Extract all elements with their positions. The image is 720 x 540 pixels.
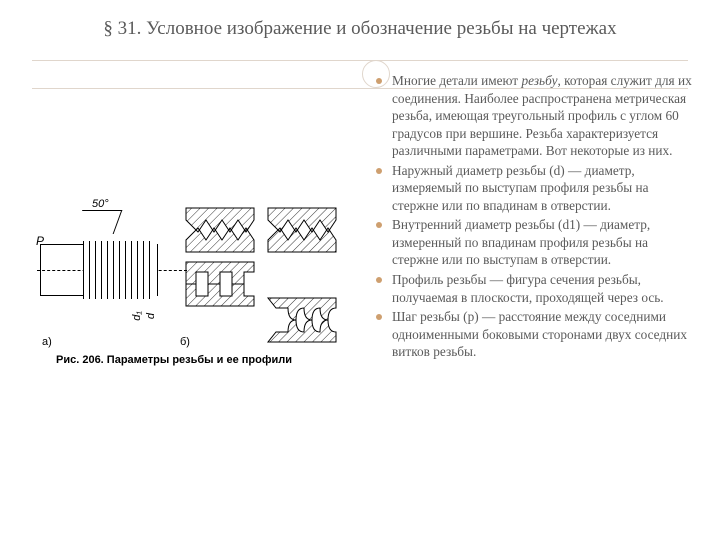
page-title: § 31. Условное изображение и обозначение… xyxy=(0,0,720,54)
page: { "title": "§ 31. Условное изображение и… xyxy=(0,0,720,540)
label-d: d xyxy=(145,313,157,319)
thread-zone xyxy=(83,243,157,297)
content-columns: P 50° xyxy=(0,72,720,540)
profile-svg xyxy=(176,198,346,348)
subfigure-a: P 50° xyxy=(36,198,166,348)
caption-a: а) xyxy=(42,336,52,348)
bullet-item: Шаг резьбы (p) — расстояние между соседн… xyxy=(376,308,694,361)
caption-b: б) xyxy=(180,336,190,348)
text-column: Многие детали имеют резьбу, которая служ… xyxy=(370,72,720,540)
label-angle: 50° xyxy=(92,198,109,210)
shaft xyxy=(40,244,158,296)
figure-206: P 50° xyxy=(32,192,362,372)
bullet-item: Профиль резьбы — фигура сечения резьбы, … xyxy=(376,271,694,306)
figure-drawing: P 50° xyxy=(36,198,358,348)
bullet-item: Наружный диаметр резьбы (d) — диаметр, и… xyxy=(376,162,694,215)
figure-column: P 50° xyxy=(0,72,370,540)
angle-arc xyxy=(74,210,123,234)
figure-caption: Рис. 206. Параметры резьбы и ее профили xyxy=(36,354,358,366)
rule-top xyxy=(32,60,688,61)
subfigure-b: б) xyxy=(176,198,346,348)
bullet-item: Внутренний диаметр резьбы (d1) — диаметр… xyxy=(376,216,694,269)
label-d1: d₁ xyxy=(131,311,143,321)
bullet-list: Многие детали имеют резьбу, которая служ… xyxy=(376,72,694,361)
bullet-item: Многие детали имеют резьбу, которая служ… xyxy=(376,72,694,160)
